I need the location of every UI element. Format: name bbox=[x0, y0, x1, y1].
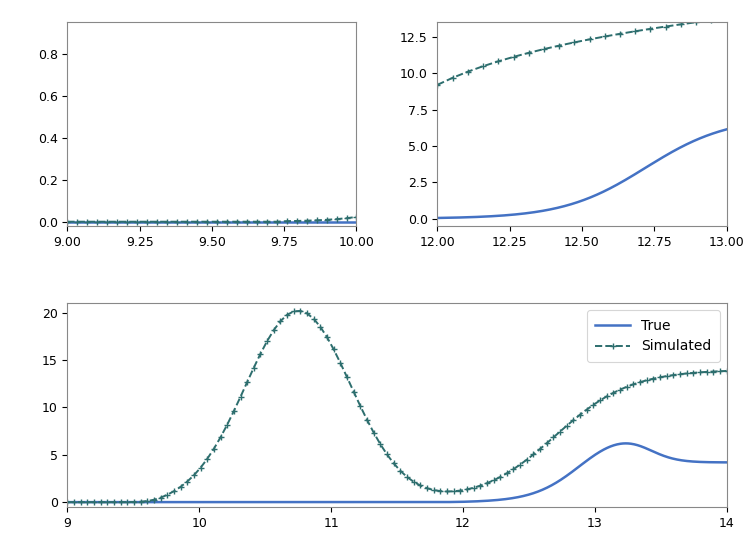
True bbox=[621, 440, 630, 447]
True bbox=[577, 461, 586, 468]
Simulated bbox=[462, 486, 471, 493]
True bbox=[330, 499, 339, 505]
Line: Simulated: Simulated bbox=[64, 307, 730, 506]
Simulated bbox=[409, 478, 418, 485]
Simulated bbox=[676, 371, 685, 378]
Line: True: True bbox=[67, 443, 727, 502]
Simulated bbox=[296, 307, 305, 314]
True bbox=[354, 499, 363, 505]
Legend: True, Simulated: True, Simulated bbox=[586, 310, 720, 362]
Simulated bbox=[63, 499, 72, 505]
True bbox=[515, 494, 524, 500]
Simulated bbox=[722, 368, 731, 374]
Simulated bbox=[189, 472, 198, 478]
True bbox=[63, 499, 72, 505]
Simulated bbox=[695, 369, 704, 375]
Simulated bbox=[216, 434, 225, 441]
True bbox=[589, 453, 598, 460]
True bbox=[130, 499, 139, 505]
True bbox=[722, 459, 731, 466]
